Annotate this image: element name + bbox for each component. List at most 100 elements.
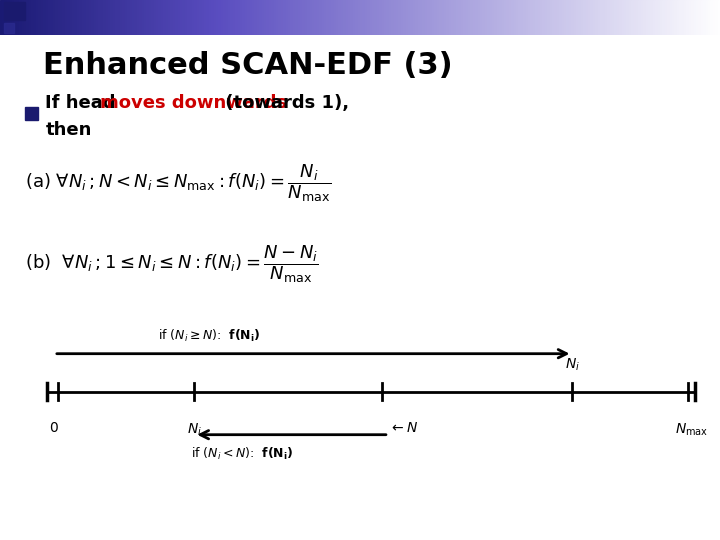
Bar (240, 0, 243, 35)
Bar (96, 0, 99, 35)
Bar (689, 0, 691, 35)
Bar (286, 0, 288, 35)
Bar (449, 0, 451, 35)
Bar (207, 0, 209, 35)
Bar (297, 0, 300, 35)
Bar (142, 0, 144, 35)
Bar (202, 0, 204, 35)
Bar (266, 0, 269, 35)
Bar (312, 0, 315, 35)
Bar (672, 0, 675, 35)
Text: Enhanced SCAN-EDF (3): Enhanced SCAN-EDF (3) (43, 51, 453, 80)
Bar (0, 0, 2, 35)
Bar (675, 0, 677, 35)
Bar (127, 0, 130, 35)
Bar (7, 0, 9, 35)
Bar (103, 0, 106, 35)
Bar (43, 0, 45, 35)
Bar (607, 0, 610, 35)
Bar (535, 0, 538, 35)
Text: If head: If head (45, 94, 122, 112)
Bar (583, 0, 585, 35)
Bar (650, 0, 653, 35)
Bar (317, 0, 319, 35)
Bar (612, 0, 614, 35)
Bar (470, 0, 473, 35)
Bar (25, 106, 38, 120)
Bar (567, 0, 569, 35)
Bar (50, 0, 53, 35)
Bar (19, 0, 22, 35)
Bar (45, 0, 48, 35)
Bar (600, 0, 603, 35)
Bar (473, 0, 475, 35)
Bar (60, 0, 63, 35)
Text: $N_i$: $N_i$ (187, 421, 202, 437)
Bar (233, 0, 235, 35)
Bar (338, 0, 341, 35)
Bar (703, 0, 706, 35)
Bar (341, 0, 343, 35)
Bar (353, 0, 355, 35)
Bar (610, 0, 612, 35)
Text: moves downwards: moves downwards (100, 94, 287, 112)
Bar (22, 0, 24, 35)
Bar (415, 0, 418, 35)
Bar (593, 0, 595, 35)
Bar (79, 0, 81, 35)
Bar (146, 0, 149, 35)
Bar (626, 0, 629, 35)
Bar (31, 0, 34, 35)
Bar (178, 0, 180, 35)
Bar (538, 0, 540, 35)
Bar (549, 0, 552, 35)
Bar (408, 0, 410, 35)
Bar (437, 0, 439, 35)
Bar (139, 0, 142, 35)
Bar (686, 0, 689, 35)
Bar (168, 0, 171, 35)
Bar (679, 0, 682, 35)
Bar (2, 0, 5, 35)
Bar (487, 0, 490, 35)
Bar (230, 0, 233, 35)
Bar (65, 0, 67, 35)
Bar (274, 0, 276, 35)
Bar (132, 0, 135, 35)
Bar (204, 0, 207, 35)
Bar (698, 0, 701, 35)
Bar (235, 0, 238, 35)
Bar (662, 0, 665, 35)
Bar (468, 0, 470, 35)
Bar (377, 0, 379, 35)
Bar (619, 0, 621, 35)
Text: (towards 1),: (towards 1), (219, 94, 349, 112)
Bar (343, 0, 346, 35)
Bar (36, 0, 38, 35)
Bar (441, 0, 444, 35)
Bar (545, 0, 547, 35)
Bar (189, 0, 192, 35)
Bar (521, 0, 523, 35)
Bar (552, 0, 554, 35)
Bar (55, 0, 58, 35)
Bar (459, 0, 461, 35)
Bar (557, 0, 559, 35)
Bar (660, 0, 662, 35)
Bar (218, 0, 221, 35)
Bar (684, 0, 686, 35)
Bar (482, 0, 485, 35)
Bar (336, 0, 338, 35)
Bar (5, 0, 7, 35)
Bar (38, 0, 41, 35)
Bar (290, 0, 293, 35)
Bar (715, 0, 718, 35)
Bar (691, 0, 693, 35)
Bar (149, 0, 151, 35)
Bar (648, 0, 650, 35)
Bar (477, 0, 480, 35)
Bar (331, 0, 333, 35)
Bar (199, 0, 202, 35)
Bar (324, 0, 326, 35)
Bar (211, 0, 214, 35)
